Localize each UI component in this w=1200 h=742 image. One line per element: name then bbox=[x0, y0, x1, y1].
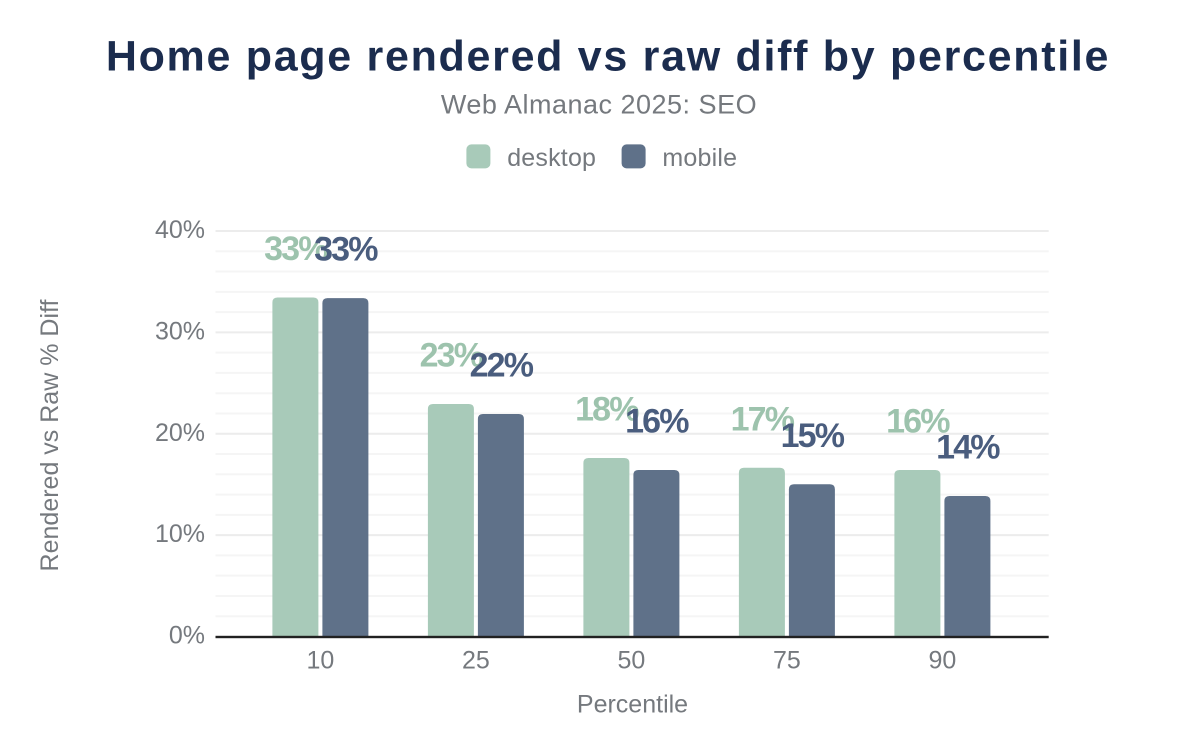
svg-text:90: 90 bbox=[928, 647, 956, 675]
svg-text:16%: 16% bbox=[625, 403, 689, 441]
svg-text:20%: 20% bbox=[155, 419, 205, 447]
svg-text:30%: 30% bbox=[155, 317, 205, 345]
svg-text:10: 10 bbox=[306, 647, 334, 675]
svg-text:desktop: desktop bbox=[507, 144, 596, 172]
svg-text:23%: 23% bbox=[420, 337, 484, 375]
svg-text:75: 75 bbox=[773, 647, 801, 675]
svg-text:40%: 40% bbox=[155, 216, 205, 244]
svg-text:Rendered vs Raw % Diff: Rendered vs Raw % Diff bbox=[36, 300, 64, 572]
svg-text:0%: 0% bbox=[169, 622, 205, 650]
svg-text:Percentile: Percentile bbox=[577, 691, 688, 719]
svg-text:33%: 33% bbox=[264, 230, 328, 268]
svg-text:16%: 16% bbox=[886, 403, 950, 441]
svg-text:Home page rendered vs raw diff: Home page rendered vs raw diff by percen… bbox=[106, 32, 1110, 80]
svg-text:15%: 15% bbox=[781, 417, 845, 455]
svg-text:18%: 18% bbox=[575, 391, 639, 429]
svg-text:17%: 17% bbox=[731, 400, 795, 438]
svg-text:14%: 14% bbox=[936, 429, 1000, 467]
svg-text:50: 50 bbox=[617, 647, 645, 675]
svg-text:mobile: mobile bbox=[662, 144, 737, 172]
svg-text:22%: 22% bbox=[470, 347, 534, 385]
svg-text:10%: 10% bbox=[155, 520, 205, 548]
svg-text:25: 25 bbox=[462, 647, 490, 675]
svg-text:33%: 33% bbox=[314, 231, 378, 269]
svg-text:Web Almanac 2025: SEO: Web Almanac 2025: SEO bbox=[441, 89, 757, 119]
